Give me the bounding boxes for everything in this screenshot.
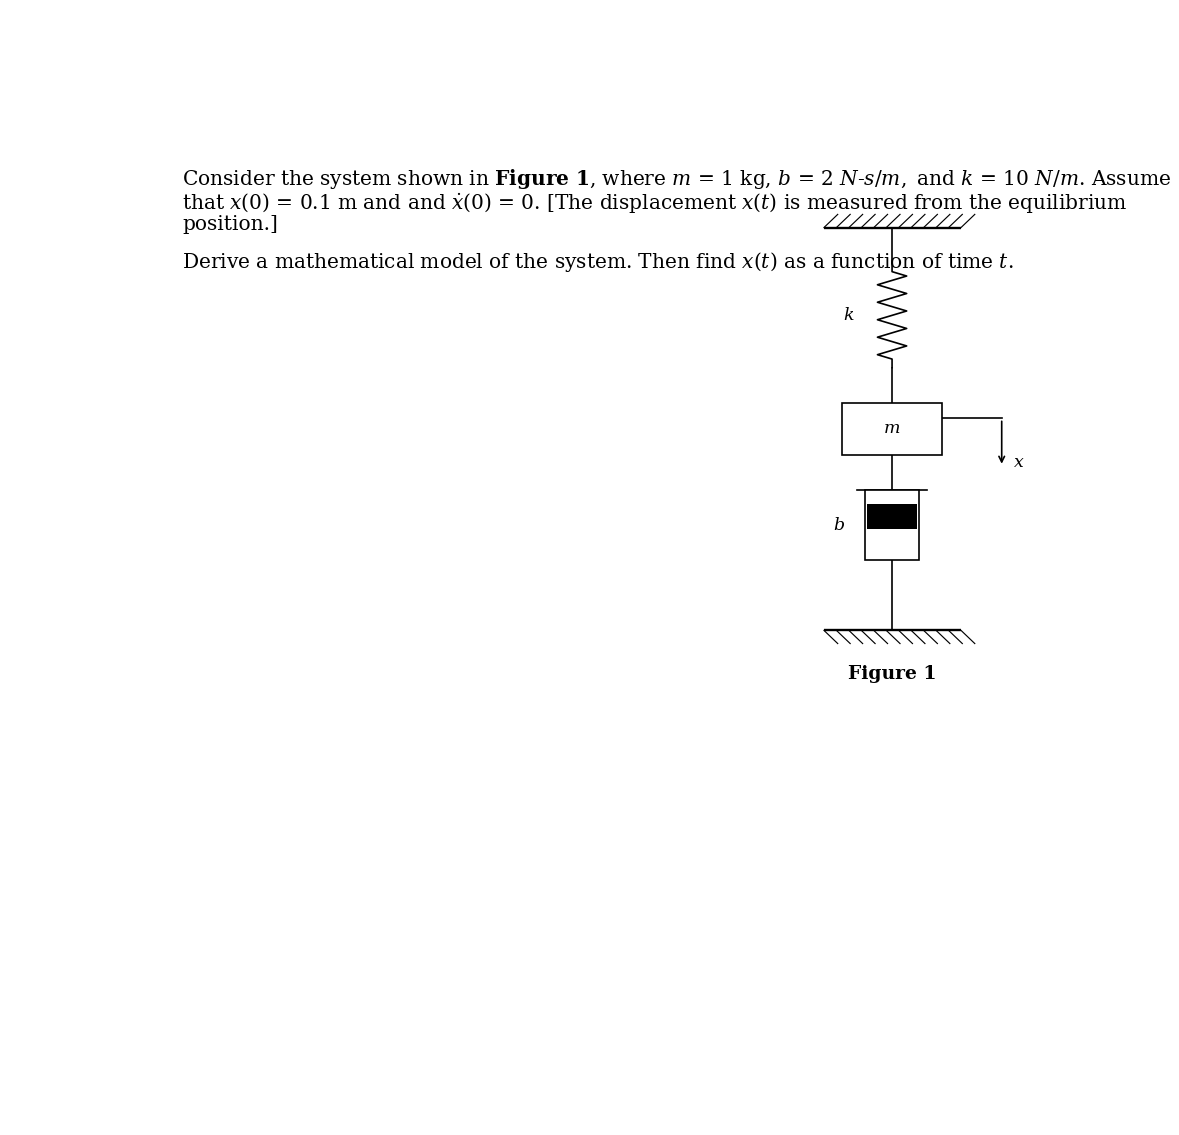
Bar [864,490,920,560]
Text: Derive a mathematical model of the system. Then find $x(t)$ as a function of tim: Derive a mathematical model of the syste… [182,250,1014,274]
Text: position.]: position.] [182,215,278,234]
Bar [868,504,917,529]
Text: Figure 1: Figure 1 [848,665,936,683]
Text: that $x(0)$ = 0.1 m and and $\dot{x}(0)$ = 0. [The displacement $x(t)$ is measur: that $x(0)$ = 0.1 m and and $\dot{x}(0)$… [182,192,1127,216]
Text: $b$: $b$ [832,516,844,533]
Text: $m$: $m$ [883,420,901,437]
Text: $x$: $x$ [1013,454,1025,471]
Text: $k$: $k$ [843,306,855,323]
Text: Consider the system shown in $\mathbf{Figure\ 1}$, where $m$ = 1 kg, $b$ = 2 $N\: Consider the system shown in $\mathbf{Fi… [182,167,1171,191]
Bar [842,403,942,455]
